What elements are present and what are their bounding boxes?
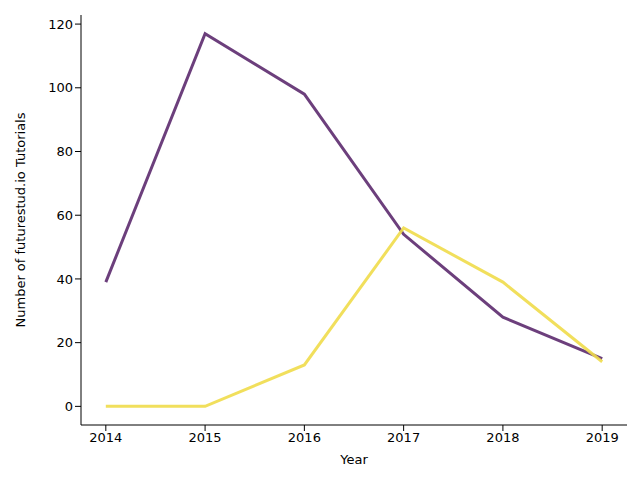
svg-text:20: 20	[56, 335, 73, 350]
svg-text:60: 60	[56, 208, 73, 223]
svg-text:2015: 2015	[189, 430, 222, 445]
svg-text:2019: 2019	[586, 430, 619, 445]
svg-text:100: 100	[48, 80, 73, 95]
svg-text:Number of futurestud.io Tutori: Number of futurestud.io Tutorials	[13, 112, 28, 327]
svg-text:80: 80	[56, 144, 73, 159]
svg-text:120: 120	[48, 17, 73, 32]
svg-text:2016: 2016	[288, 430, 321, 445]
svg-text:2014: 2014	[89, 430, 122, 445]
svg-text:Year: Year	[339, 452, 368, 467]
svg-text:2018: 2018	[486, 430, 519, 445]
svg-text:2017: 2017	[387, 430, 420, 445]
svg-text:40: 40	[56, 272, 73, 287]
svg-text:0: 0	[65, 399, 73, 414]
